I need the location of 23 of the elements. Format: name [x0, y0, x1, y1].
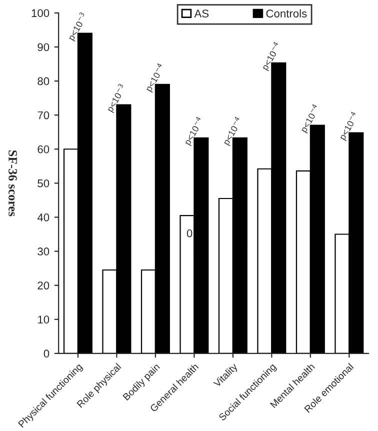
annotation: p<10$^{−4}$ [182, 116, 206, 146]
legend-label: AS [194, 10, 209, 18]
y-tick-label: 100 [32, 9, 50, 18]
y-tick-label: 90 [38, 43, 50, 52]
annotation: p<10$^{−4}$ [144, 62, 167, 93]
y-tick-label: 60 [38, 145, 50, 154]
legend-label: Controls [266, 9, 307, 18]
annotation: p<10$^{−3}$ [66, 12, 90, 42]
annotation: p<10$^{−4}$ [221, 116, 244, 146]
y-tick-label: 0 [44, 350, 50, 358]
annotation: p<10$^{−3}$ [104, 83, 128, 114]
y-axis-title: SF-36 scores [8, 150, 17, 216]
y-tick-label: 30 [38, 248, 50, 256]
y-tick-label: 70 [38, 111, 50, 120]
annotation: 0 [186, 229, 192, 238]
y-tick-label: 80 [38, 77, 50, 86]
annotation: p<10$^{−4}$ [260, 41, 283, 72]
y-tick-label: 10 [38, 316, 50, 324]
y-tick-label: 50 [38, 179, 50, 188]
y-tick-label: 40 [37, 213, 50, 222]
annotation: p<10$^{−4}$ [337, 111, 360, 142]
y-tick-label: 20 [38, 282, 50, 290]
annotation: p<10$^{−4}$ [298, 104, 322, 134]
